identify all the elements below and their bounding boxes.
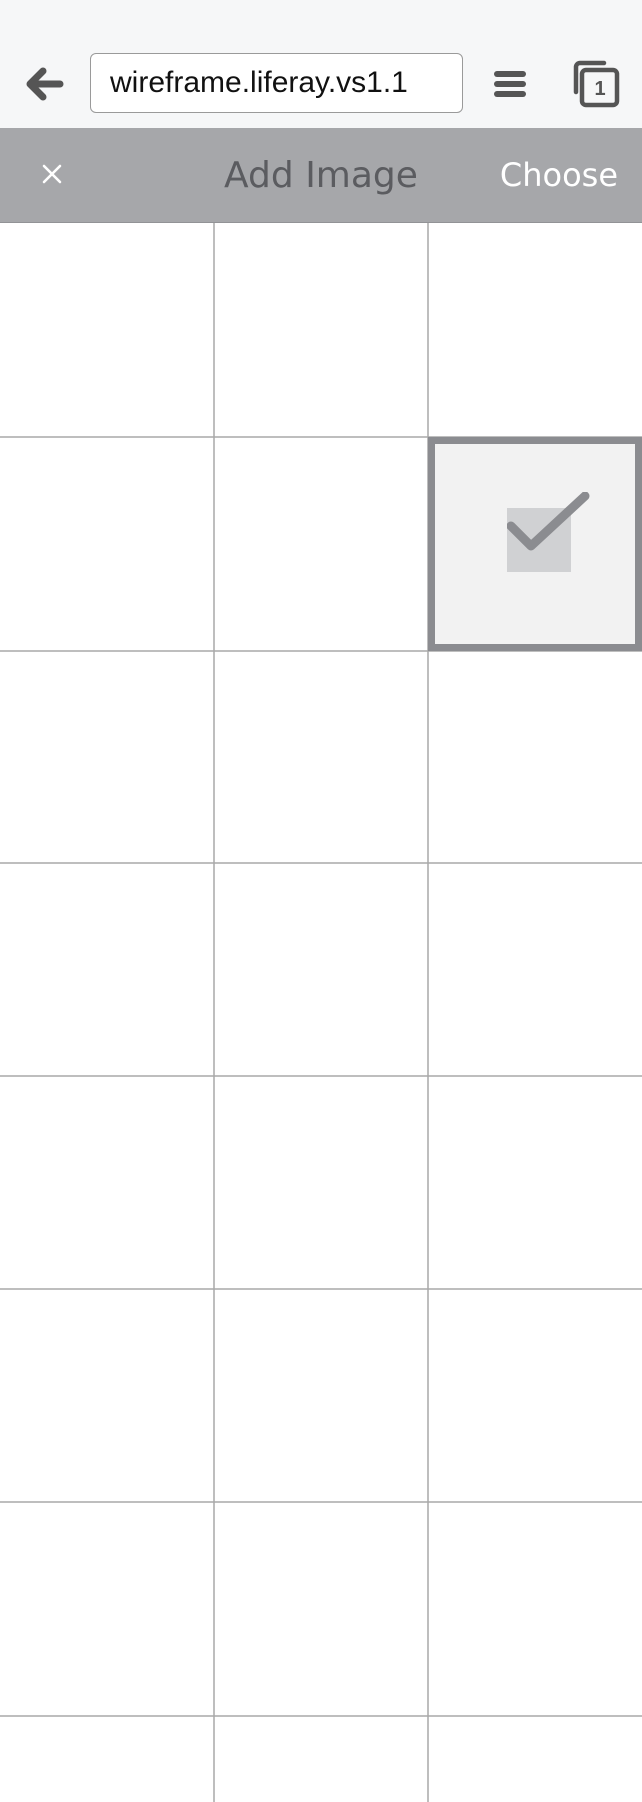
arrow-left-icon xyxy=(26,67,64,101)
tab-count: 1 xyxy=(594,78,606,100)
image-tile[interactable] xyxy=(0,1502,213,1715)
close-icon xyxy=(42,164,62,184)
image-tile[interactable] xyxy=(0,651,213,864)
tabs-button[interactable]: 1 xyxy=(570,58,622,110)
image-tile[interactable] xyxy=(0,437,213,650)
image-tile[interactable] xyxy=(0,863,213,1076)
checkmark-icon xyxy=(507,492,590,551)
image-tile[interactable] xyxy=(428,1289,641,1502)
image-tile[interactable] xyxy=(428,223,641,436)
back-button[interactable] xyxy=(22,62,66,106)
image-tile[interactable] xyxy=(214,437,427,650)
hamburger-menu-icon xyxy=(494,71,526,97)
image-tile[interactable] xyxy=(214,223,427,436)
browser-toolbar: 1 xyxy=(0,40,642,128)
image-tile[interactable] xyxy=(0,223,213,436)
image-tile[interactable] xyxy=(214,863,427,1076)
image-tile-selected[interactable] xyxy=(428,437,642,651)
image-tile[interactable] xyxy=(214,651,427,864)
image-tile[interactable] xyxy=(214,1502,427,1715)
image-tile[interactable] xyxy=(428,1502,641,1715)
choose-button[interactable]: Choose xyxy=(499,156,618,194)
close-button[interactable] xyxy=(30,152,74,196)
image-tile[interactable] xyxy=(0,1289,213,1502)
image-tile[interactable] xyxy=(214,1076,427,1289)
tabs-icon xyxy=(573,60,620,108)
image-tile[interactable] xyxy=(428,651,641,864)
image-tile[interactable] xyxy=(0,1716,213,1802)
image-tile[interactable] xyxy=(0,1076,213,1289)
app-header: Add Image Choose xyxy=(0,128,642,223)
image-grid xyxy=(0,223,642,1802)
status-strip xyxy=(0,0,642,40)
address-bar[interactable] xyxy=(90,53,463,113)
page-title: Add Image xyxy=(224,155,418,196)
image-tile[interactable] xyxy=(214,1716,427,1802)
image-tile[interactable] xyxy=(428,863,641,1076)
image-tile[interactable] xyxy=(428,1716,641,1802)
menu-button[interactable] xyxy=(490,62,530,106)
image-tile[interactable] xyxy=(428,1076,641,1289)
image-tile[interactable] xyxy=(214,1289,427,1502)
